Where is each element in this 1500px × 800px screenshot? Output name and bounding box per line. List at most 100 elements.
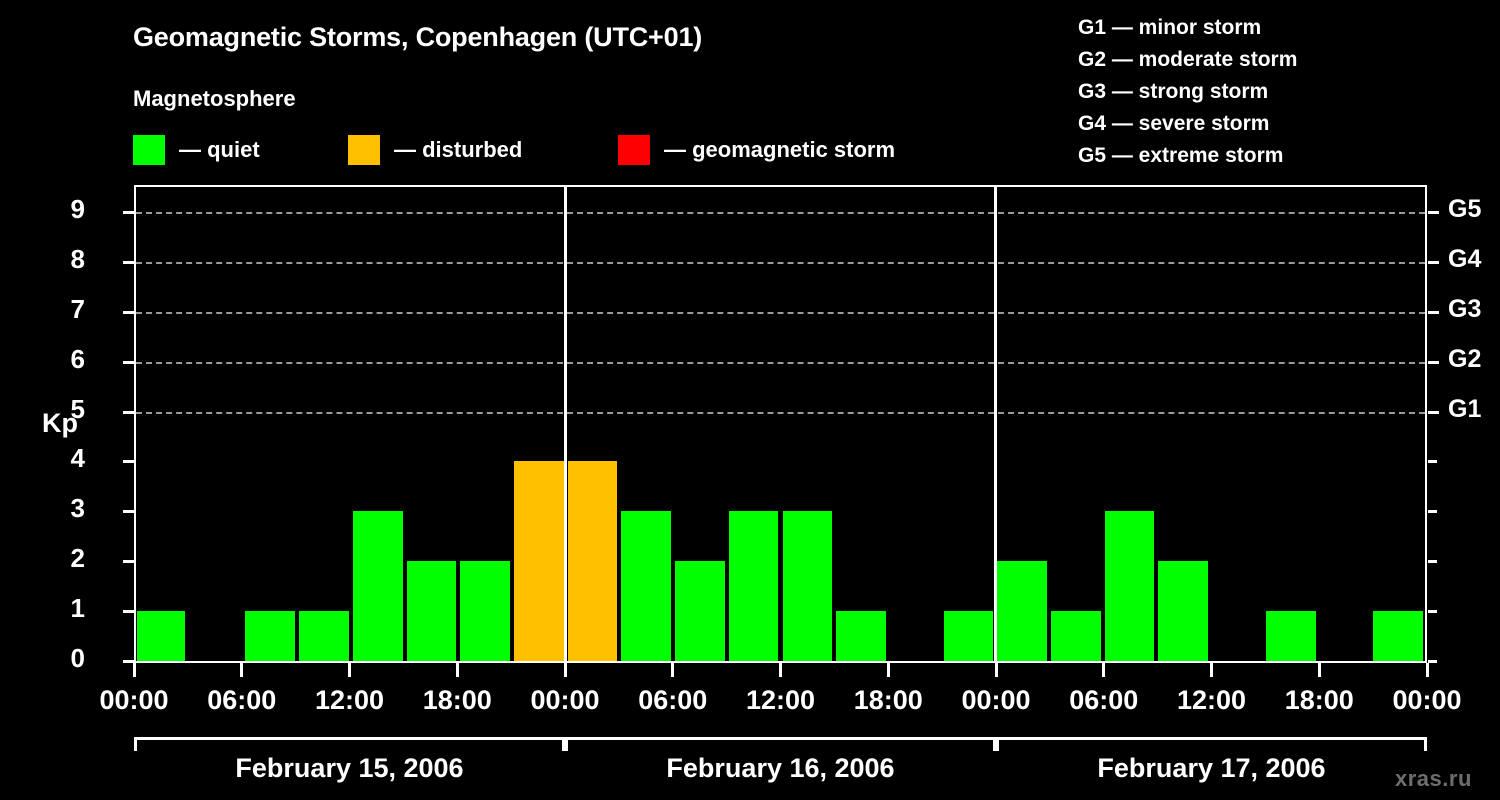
- y-tick-mark-9: [123, 210, 134, 214]
- bar: [943, 611, 994, 661]
- bar: [728, 511, 779, 661]
- g-scale-line-4: G4 — severe storm: [1078, 112, 1270, 135]
- x-tick-label-0: 00:00: [99, 685, 169, 715]
- x-tick-label-6: 12:00: [745, 685, 816, 715]
- watermark: xras.ru: [1395, 766, 1472, 791]
- x-tick-label-1: 06:00: [207, 685, 277, 715]
- g-tick-mark-g4: [1428, 260, 1439, 264]
- legend-label-disturbed: — disturbed: [394, 137, 523, 162]
- x-tick-label-2: 12:00: [314, 685, 385, 715]
- x-tick-mark-0: [132, 663, 136, 677]
- gridline-kp-5: [136, 411, 1425, 414]
- y-tick-label-8: 8: [70, 243, 85, 274]
- x-tick-mark-11: [1317, 663, 1321, 677]
- legend-label-geomagnetic-storm: — geomagnetic storm: [664, 137, 896, 162]
- x-tick-mark-4: [563, 663, 567, 677]
- bar: [675, 561, 725, 661]
- y-tick-label-5: 5: [70, 393, 85, 424]
- x-tick-label-7: 18:00: [853, 685, 923, 715]
- y-tick-label-6: 6: [70, 343, 85, 374]
- y-tick-mark-2: [123, 560, 134, 564]
- x-tick-label-9: 06:00: [1069, 685, 1139, 715]
- x-tick-mark-5: [671, 663, 675, 677]
- g-scale-line-5: G5 — extreme storm: [1078, 144, 1284, 167]
- y-tick-label-9: 9: [70, 193, 85, 224]
- bar: [1051, 611, 1101, 661]
- g-tick-mark-g5: [1428, 210, 1439, 214]
- legend-swatch-geomagnetic-storm: [618, 135, 650, 165]
- x-tick-mark-1: [240, 663, 244, 677]
- date-label-1: February 15, 2006: [235, 753, 464, 783]
- g-tick-label-g4: G4: [1448, 244, 1482, 273]
- x-tick-mark-9: [1102, 663, 1106, 677]
- date-bracket-2: [565, 737, 996, 751]
- x-tick-label-4: 00:00: [530, 685, 600, 715]
- right-minor-tick-4: [1428, 460, 1437, 464]
- bar: [1373, 611, 1423, 661]
- x-tick-label-11: 18:00: [1284, 685, 1354, 715]
- y-tick-mark-8: [123, 260, 134, 264]
- x-tick-mark-7: [886, 663, 890, 677]
- date-label-2: February 16, 2006: [666, 753, 895, 783]
- g-tick-label-g3: G3: [1448, 294, 1482, 323]
- y-tick-mark-4: [123, 460, 134, 464]
- x-tick-label-3: 18:00: [422, 685, 492, 715]
- x-tick-mark-3: [455, 663, 459, 677]
- y-axis-title: Kp: [42, 408, 78, 438]
- y-tick-label-7: 7: [70, 293, 85, 324]
- g-scale-line-2: G2 — moderate storm: [1078, 48, 1298, 71]
- g-scale-legend: G1 — minor storm G2 — moderate storm G3 — …: [1078, 12, 1297, 172]
- page-title: Geomagnetic Storms, Copenhagen (UTC+01): [133, 22, 703, 52]
- right-minor-tick-1: [1428, 610, 1437, 614]
- g-scale-line-1: G1 — minor storm: [1078, 16, 1262, 39]
- y-tick-mark-1: [123, 610, 134, 614]
- x-tick-mark-6: [779, 663, 782, 677]
- y-tick-mark-3: [123, 510, 134, 514]
- bar: [836, 611, 886, 661]
- date-label-3: February 17, 2006: [1097, 753, 1326, 783]
- right-minor-tick-3: [1428, 510, 1437, 514]
- plot-inner: [136, 187, 1425, 661]
- x-tick-mark-2: [348, 663, 351, 677]
- y-tick-mark-6: [123, 360, 134, 364]
- x-tick-mark-8: [994, 663, 998, 677]
- bar: [1104, 511, 1155, 661]
- g-tick-label-g2: G2: [1448, 344, 1482, 373]
- bar: [513, 461, 564, 661]
- y-tick-label-4: 4: [70, 443, 85, 474]
- x-tick-label-10: 12:00: [1176, 685, 1247, 715]
- y-tick-mark-0: [123, 660, 134, 663]
- gridline-kp-9: [136, 211, 1425, 214]
- bar: [1265, 611, 1316, 661]
- x-tick-label-5: 06:00: [638, 685, 708, 715]
- bar: [1158, 561, 1209, 661]
- y-tick-mark-7: [123, 310, 134, 314]
- bar: [136, 611, 186, 661]
- gridline-kp-8: [136, 261, 1425, 264]
- bar: [621, 511, 672, 661]
- x-tick-mark-12: [1425, 663, 1429, 677]
- y-tick-mark-5: [123, 410, 134, 414]
- x-tick-mark-10: [1210, 663, 1213, 677]
- bar: [299, 611, 349, 661]
- bar: [245, 611, 296, 661]
- gridline-kp-6: [136, 361, 1425, 364]
- chart-subtitle: Magnetosphere: [133, 86, 296, 111]
- plot-area: [134, 185, 1427, 663]
- g-scale-line-3: G3 — strong storm: [1078, 80, 1269, 103]
- day-divider: [564, 187, 568, 661]
- bar: [352, 511, 403, 661]
- g-tick-mark-g3: [1428, 310, 1439, 314]
- g-tick-mark-g1: [1428, 410, 1439, 414]
- g-tick-label-g1: G1: [1448, 394, 1482, 423]
- day-divider: [993, 187, 997, 661]
- g-tick-label-g5: G5: [1448, 194, 1482, 223]
- right-minor-tick-0: [1428, 660, 1437, 663]
- bar: [406, 561, 457, 661]
- legend-swatch-quiet: [133, 135, 165, 165]
- legend-label-quiet: — quiet: [179, 137, 260, 162]
- legend-swatch-disturbed: [348, 135, 380, 165]
- gridline-kp-7: [136, 311, 1425, 314]
- date-bracket-3: [996, 737, 1427, 751]
